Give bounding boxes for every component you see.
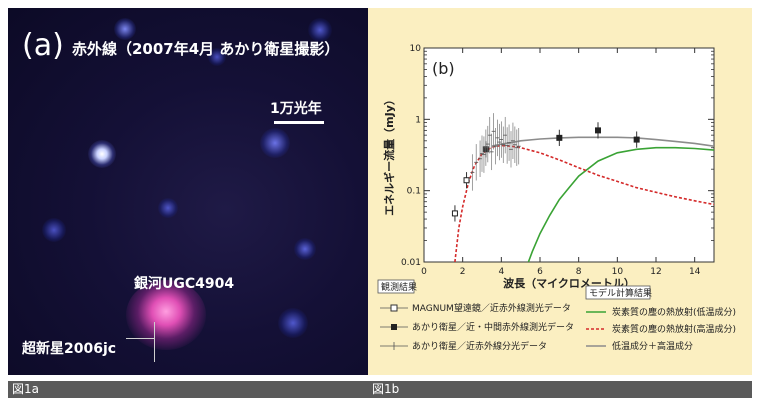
legend-akari-spectroscopy: あかり衛星／近赤外線分光データ	[380, 340, 547, 352]
x-tick-label: 14	[689, 267, 701, 277]
model-header: モデル計算結果	[589, 287, 652, 299]
y-axis-label: エネルギー流量（mJy）	[382, 94, 396, 216]
akari-photometry-point	[595, 127, 601, 134]
panel-a-title: 赤外線（2007年4月 あかり衛星撮影）	[72, 40, 340, 58]
akari-photometry-point	[556, 134, 563, 141]
legend-sum: 低温成分＋高温成分	[586, 340, 693, 352]
model-header-box	[585, 285, 651, 300]
legend-akari-spectroscopy-label: あかり衛星／近赤外線分光データ	[412, 340, 547, 352]
legend-akari-photometry-label: あかり衛星／近・中間赤外線測光データ	[412, 321, 574, 333]
legend-magnum: MAGNUM望遠鏡／近赤外線測光データ	[380, 302, 571, 314]
supernova-label: 超新星2006jc	[22, 341, 117, 357]
legend-high-temp-label: 炭素質の塵の熱放射(高温成分)	[612, 323, 736, 335]
observed-header-box	[377, 279, 415, 294]
magnum-point	[463, 177, 470, 184]
x-tick-label: 0	[421, 267, 427, 277]
y-tick-label: 10	[410, 44, 422, 54]
star-blob	[88, 140, 116, 168]
y-tick-label: 0.1	[407, 187, 421, 197]
x-tick-label: 4	[498, 267, 504, 277]
star-blob	[42, 218, 66, 242]
x-tick-label: 12	[650, 267, 661, 277]
star-blob	[114, 18, 136, 40]
legend-magnum-label: MAGNUM望遠鏡／近赤外線測光データ	[412, 302, 571, 314]
akari-photometry-point	[633, 136, 640, 143]
chart-title: (b)	[432, 59, 455, 78]
legend-low-temp-label: 炭素質の塵の熱放射(低温成分)	[612, 306, 736, 318]
sed-chart-panel: 0 2 4 6 8 10 12 14 0.01 0.1 1 10 (b) 波長（マイクロメートル） エ…	[368, 8, 752, 375]
x-tick-label: 8	[576, 267, 582, 277]
star-blob	[208, 48, 226, 66]
x-tick-label: 10	[612, 267, 624, 277]
legend-sum-label: 低温成分＋高温成分	[612, 340, 693, 352]
y-tick-label: 0.01	[401, 258, 421, 268]
star-blob	[260, 128, 290, 158]
plot-area	[423, 47, 715, 263]
magnum-point	[451, 210, 458, 217]
star-blob	[158, 198, 178, 218]
y-tick-label: 1	[415, 115, 421, 125]
series-line-0	[527, 146, 714, 262]
scale-label: 1万光年	[270, 101, 322, 117]
x-tick-label: 2	[460, 267, 466, 277]
figure-label-b: 図1b	[368, 381, 752, 398]
star-blob	[308, 18, 332, 42]
galaxy-label: 銀河UGC4904	[134, 276, 235, 292]
star-blob	[294, 238, 316, 260]
panel-a-letter: (a)	[22, 28, 64, 63]
observed-header: 観測結果	[381, 281, 417, 293]
x-tick-label: 6	[537, 267, 543, 277]
legend-high-temp: 炭素質の塵の熱放射(高温成分)	[586, 323, 736, 335]
legend-low-temp: 炭素質の塵の熱放射(低温成分)	[586, 306, 736, 318]
supernova-pointer-h	[126, 338, 154, 339]
star-blob	[278, 308, 308, 338]
figure-label-a: 図1a	[8, 381, 370, 398]
scale-bar	[274, 121, 324, 124]
legend-akari-photometry: あかり衛星／近・中間赤外線測光データ	[380, 321, 574, 333]
infrared-image-panel: (a) 赤外線（2007年4月 あかり衛星撮影） 1万光年 銀河UGC4904 …	[8, 8, 370, 375]
supernova-pointer-v	[154, 322, 155, 362]
